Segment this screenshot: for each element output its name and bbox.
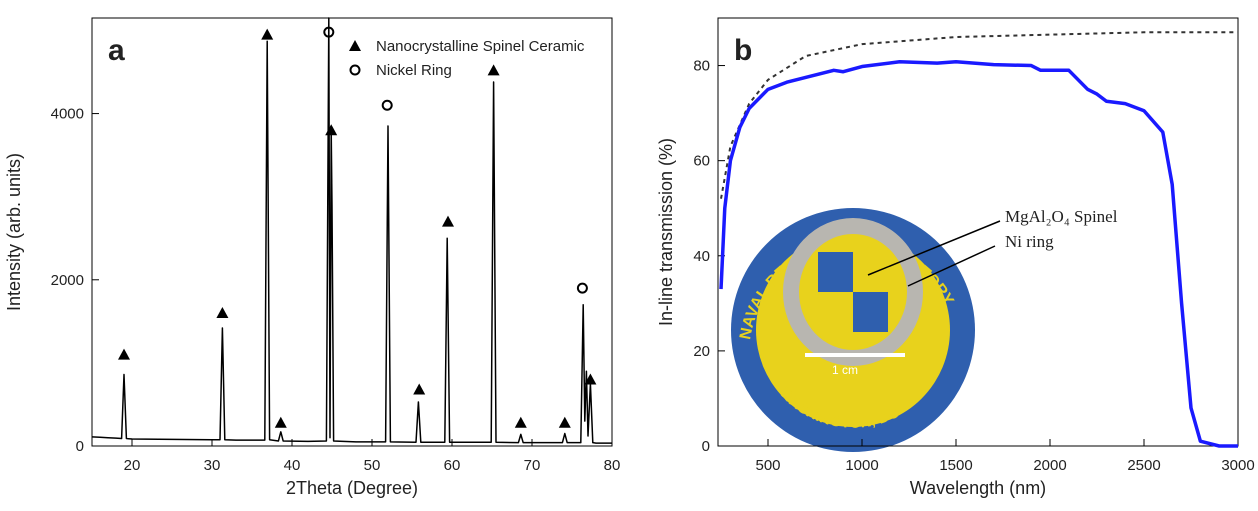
marker-triangle	[325, 124, 338, 136]
y-tick-label: 20	[693, 343, 710, 360]
marker-triangle	[442, 215, 454, 227]
data-line	[719, 60, 1238, 448]
legend-label: Nickel Ring	[376, 62, 452, 79]
x-tick-label: 60	[444, 457, 461, 474]
annotation: Ni ring	[1005, 232, 1054, 251]
marker-triangle	[118, 348, 130, 360]
plot-frame	[717, 17, 1239, 447]
x-tick-label: 1000	[845, 457, 878, 474]
arrow	[867, 220, 1001, 276]
data-line	[720, 31, 1238, 199]
x-tick-label: 50	[364, 457, 381, 474]
scale-label: 1 cm	[832, 363, 858, 377]
panel-label: a	[108, 34, 125, 67]
marker-circle	[349, 64, 361, 76]
legend-label: Nanocrystalline Spinel Ceramic	[376, 38, 585, 55]
marker-circle	[323, 26, 335, 38]
y-tick-label: 4000	[51, 106, 84, 123]
spinel-quadrant	[818, 252, 853, 292]
y-tick-label: 0	[702, 438, 710, 455]
marker-triangle	[274, 416, 287, 428]
x-tick-label: 20	[124, 457, 141, 474]
y-tick-label: 80	[693, 58, 710, 75]
y-axis-label: In-line transmission (%)	[656, 138, 676, 326]
marker-triangle	[487, 64, 500, 76]
panel-label: b	[734, 34, 752, 67]
spinel-quadrant	[853, 292, 888, 332]
x-axis-label: Wavelength (nm)	[910, 478, 1046, 498]
marker-triangle	[216, 307, 229, 319]
marker-triangle	[349, 40, 361, 51]
marker-circle	[381, 99, 393, 111]
y-tick-label: 0	[76, 438, 84, 455]
marker-triangle	[514, 416, 527, 428]
x-tick-label: 80	[604, 457, 621, 474]
plot-frame	[91, 17, 613, 447]
x-tick-label: 30	[204, 457, 221, 474]
marker-circle	[576, 282, 588, 294]
y-tick-label: 40	[693, 248, 710, 265]
x-tick-label: 2000	[1033, 457, 1066, 474]
marker-triangle	[558, 416, 571, 428]
y-tick-label: 60	[693, 153, 710, 170]
data-line	[91, 17, 612, 444]
x-tick-label: 40	[284, 457, 301, 474]
arrow	[907, 245, 996, 287]
x-axis-label: 2Theta (Degree)	[286, 478, 418, 498]
annotation: MgAl₂O₄ Spinel	[1005, 207, 1118, 226]
ni-ring	[783, 218, 923, 366]
y-tick-label: 2000	[51, 272, 84, 289]
x-tick-label: 1500	[939, 457, 972, 474]
y-axis-label: Intensity (arb. units)	[4, 153, 24, 311]
marker-triangle	[413, 383, 426, 395]
x-tick-label: 70	[524, 457, 541, 474]
marker-triangle	[261, 28, 274, 40]
marker-triangle	[584, 373, 597, 385]
x-tick-label: 2500	[1127, 457, 1160, 474]
x-tick-label: 500	[755, 457, 780, 474]
photo-inset: NAVAL RESEARCH LABORATORY WASHINGTON, DC…	[731, 207, 1118, 452]
x-tick-label: 3000	[1221, 457, 1254, 474]
